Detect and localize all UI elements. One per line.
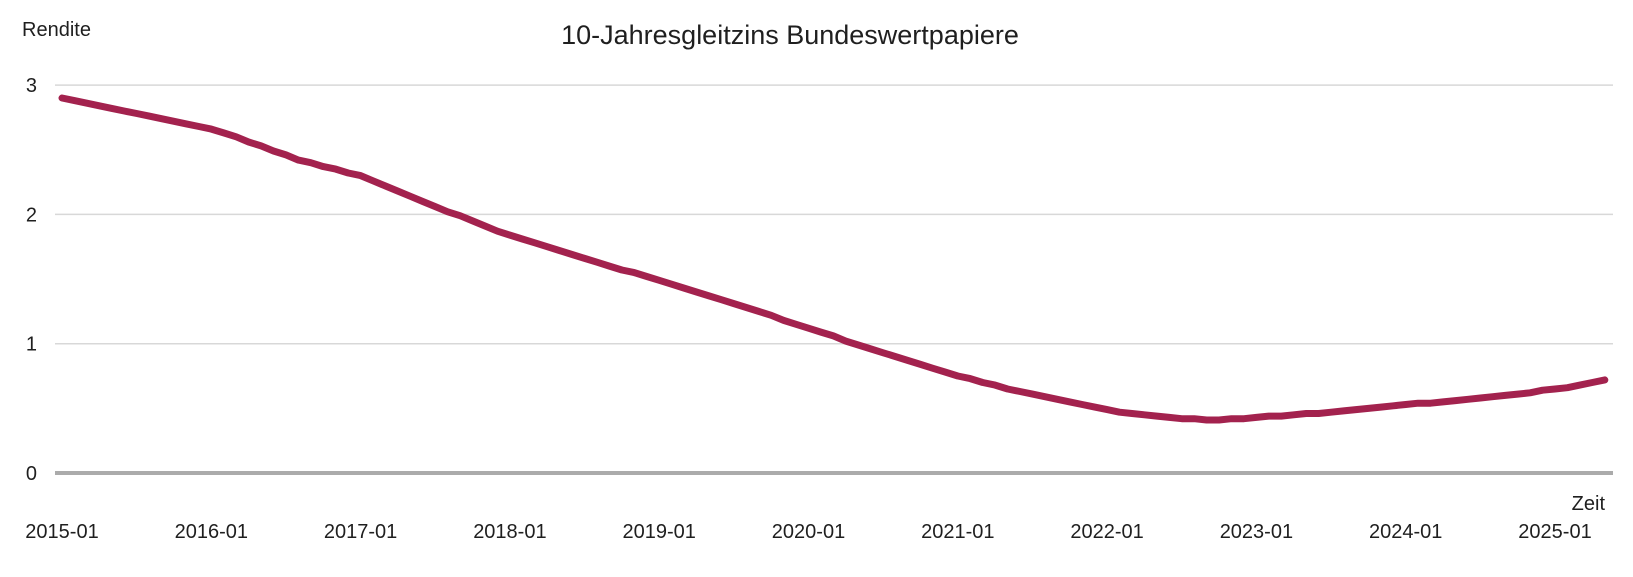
y-tick-label: 2 (26, 204, 37, 226)
y-tick-label: 3 (26, 75, 37, 97)
y-axis-label: Rendite (22, 19, 91, 41)
x-tick-label: 2022-01 (1070, 521, 1143, 543)
y-axis-tick-labels: 0 1 2 3 (26, 75, 37, 485)
x-axis-tick-labels: 2015-01 2016-01 2017-01 2018-01 2019-01 2020-… (25, 521, 1591, 543)
y-tick-label: 0 (26, 463, 37, 485)
x-axis-label: Zeit (1572, 493, 1606, 515)
y-tick-label: 1 (26, 334, 37, 356)
x-tick-label: 2024-01 (1369, 521, 1442, 543)
x-tick-label: 2025-01 (1518, 521, 1591, 543)
x-tick-label: 2017-01 (324, 521, 397, 543)
x-tick-label: 2020-01 (772, 521, 845, 543)
x-tick-label: 2018-01 (473, 521, 546, 543)
x-tick-label: 2021-01 (921, 521, 994, 543)
gridlines (55, 84, 1613, 475)
x-tick-label: 2016-01 (175, 521, 248, 543)
chart-title: 10-Jahresgleitzins Bundeswertpapiere (561, 20, 1019, 50)
x-tick-label: 2019-01 (622, 521, 695, 543)
data-line-series (58, 94, 1609, 424)
x-tick-label: 2023-01 (1220, 521, 1293, 543)
x-tick-label: 2015-01 (25, 521, 98, 543)
